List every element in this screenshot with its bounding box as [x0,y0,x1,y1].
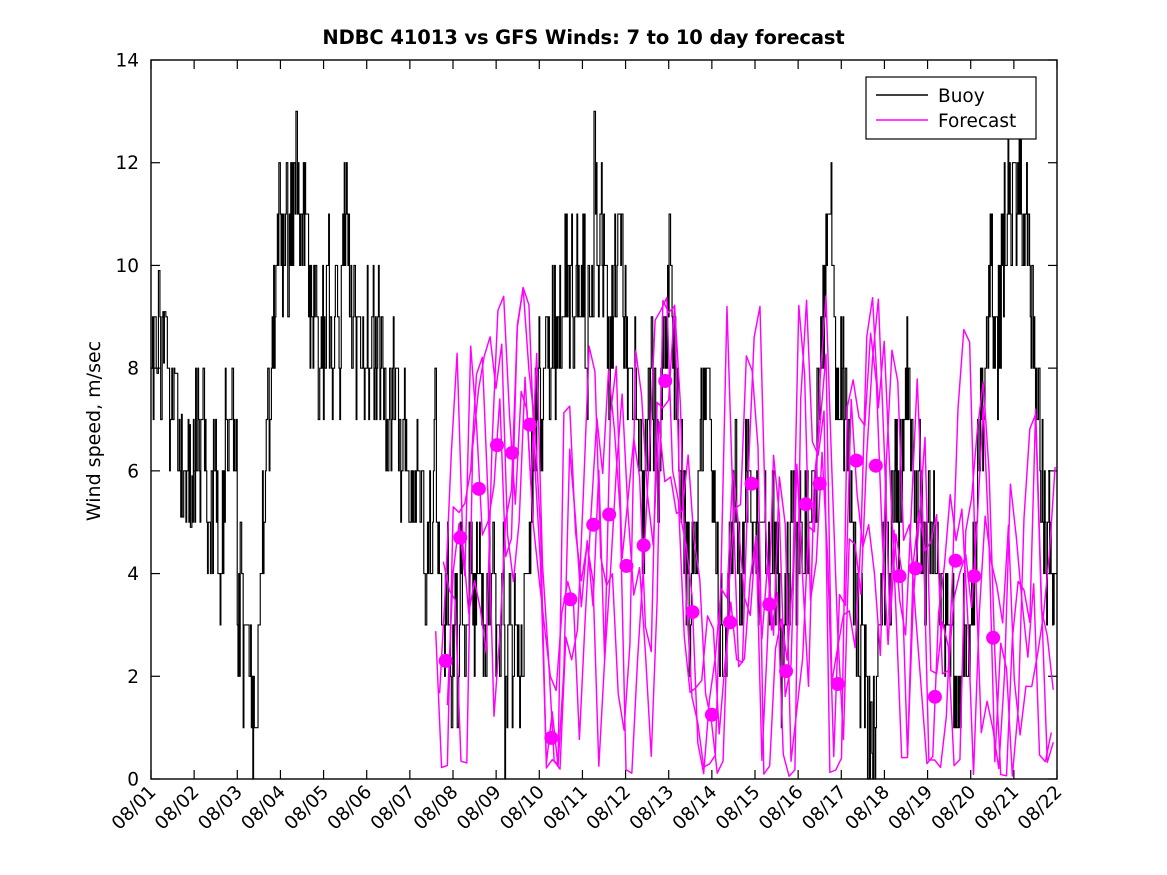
forecast-marker-dot [779,664,794,679]
x-tick-label: 08/02 [151,782,204,835]
forecast-marker-dot [685,605,700,620]
forecast-marker-dot [868,458,883,473]
y-tick-label: 6 [127,461,139,482]
x-tick-label: 08/11 [539,782,592,835]
forecast-marker-dot [505,445,520,460]
forecast-marker-dot [636,538,651,553]
forecast-marker-dot [438,653,453,668]
forecast-line-member-4 [446,287,1054,777]
x-tick-label: 08/18 [841,782,894,835]
x-tick-label: 08/22 [1014,782,1067,835]
x-tick-label: 08/03 [194,782,247,835]
forecast-marker-dot [722,615,737,630]
x-tick-label: 08/13 [626,782,679,835]
x-tick-label: 08/15 [712,782,765,835]
forecast-marker-dot [762,597,777,612]
page-title: NDBC 41013 vs GFS Winds: 7 to 10 day for… [322,26,845,49]
legend-box [865,76,1037,140]
forecast-marker-dot [704,707,719,722]
x-tick-label: 08/14 [669,782,722,835]
y-tick-label: 2 [127,667,139,688]
legend-label-forecast: Forecast [938,111,1016,132]
x-tick-label: 08/07 [367,782,420,835]
y-tick-label: 4 [127,564,139,585]
x-tick-label: 08/08 [410,782,463,835]
forecast-marker-dot [619,558,634,573]
forecast-marker-dot [453,530,468,545]
y-tick-label: 14 [115,51,139,72]
x-tick-label: 08/05 [281,782,334,835]
x-tick-label: 08/04 [237,782,290,835]
forecast-marker-dot [986,630,1001,645]
forecast-marker-dot [849,453,864,468]
y-tick-label: 12 [115,153,139,174]
x-tick-label: 08/12 [583,782,636,835]
x-tick-label: 08/16 [755,782,808,835]
forecast-marker-dots [438,373,1001,745]
forecast-marker-dot [798,497,813,512]
forecast-marker-dot [563,592,578,607]
series-forecast [435,286,1056,777]
plot-frame [150,59,1058,780]
x-tick-label: 08/10 [496,782,549,835]
x-tick-label: 08/20 [928,782,981,835]
forecast-marker-dot [586,517,601,532]
forecast-line-member-2 [438,295,1052,777]
y-tick-label: 8 [127,359,139,380]
forecast-marker-dot [544,730,559,745]
forecast-marker-dot [892,569,907,584]
forecast-marker-dot [471,481,486,496]
forecast-marker-dot [658,373,673,388]
forecast-marker-dot [927,689,942,704]
chart-legend[interactable]: Buoy Forecast [865,76,1037,140]
forecast-marker-dot [812,476,827,491]
y-tick-label: 10 [115,256,139,277]
x-tick-label: 08/09 [453,782,506,835]
y-axis-ticks: 0 2 4 6 8 10 12 14 [115,51,1057,791]
forecast-marker-dot [602,507,617,522]
legend-label-buoy: Buoy [938,86,985,107]
x-tick-label: 08/06 [324,782,377,835]
forecast-line-member-3 [442,304,1056,776]
x-tick-label: 08/19 [885,782,938,835]
forecast-marker-dot [522,417,537,432]
buoy-line [151,110,1055,780]
x-tick-label: 08/21 [971,782,1024,835]
forecast-marker-dot [908,561,923,576]
forecast-marker-dot [830,676,845,691]
series-buoy [151,110,1055,780]
y-tick-label: 0 [127,770,139,791]
x-tick-label: 08/17 [798,782,851,835]
forecast-marker-dot [948,553,963,568]
forecast-marker-dot [967,569,982,584]
forecast-marker-dot [490,438,505,453]
forecast-marker-dot [744,476,759,491]
